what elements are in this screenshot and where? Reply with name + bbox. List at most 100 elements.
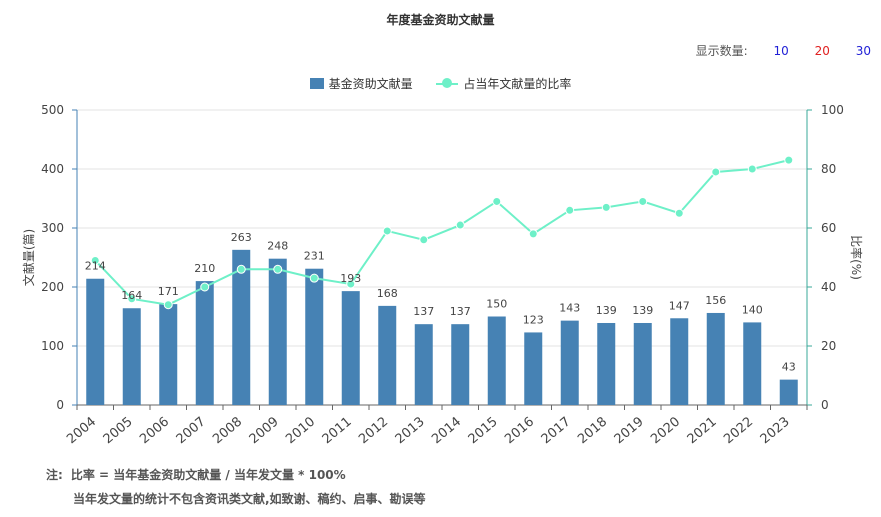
ratio-point bbox=[236, 264, 246, 274]
bar-data-label: 164 bbox=[121, 289, 142, 302]
chart-title: 年度基金资助文献量 bbox=[386, 13, 495, 27]
bar-data-label: 147 bbox=[669, 299, 690, 312]
ratio-point bbox=[492, 196, 502, 206]
ratio-point bbox=[163, 300, 173, 310]
ratio-point bbox=[565, 205, 575, 215]
x-tick-label: 2022 bbox=[721, 414, 756, 447]
display-count-label: 显示数量: bbox=[695, 44, 748, 58]
bar bbox=[195, 281, 214, 405]
bar bbox=[743, 322, 762, 405]
display-count-10-button[interactable]: 10 bbox=[773, 44, 789, 58]
bar bbox=[159, 304, 178, 405]
line-swatch-icon bbox=[436, 78, 459, 89]
bar bbox=[706, 312, 725, 405]
footnote-exclusion: 当年发文量的统计不包含资讯类文献,如致谢、稿约、启事、勘误等 bbox=[73, 492, 426, 506]
ratio-point bbox=[127, 294, 137, 304]
bar-data-label: 43 bbox=[782, 361, 796, 374]
x-tick-label: 2011 bbox=[320, 414, 355, 447]
ratio-point bbox=[711, 167, 721, 177]
ratio-point bbox=[419, 235, 429, 245]
legend-item-bar-series[interactable]: 基金资助文献量 bbox=[309, 75, 413, 92]
bar-swatch-icon bbox=[309, 78, 324, 89]
bar bbox=[122, 308, 141, 405]
ratio-point bbox=[346, 279, 356, 289]
x-tick-label: 2009 bbox=[247, 414, 282, 447]
bar bbox=[597, 322, 616, 405]
bar bbox=[451, 324, 470, 405]
y-tick-label-left: 300 bbox=[41, 221, 64, 235]
ratio-point bbox=[784, 155, 794, 165]
bar-data-label: 193 bbox=[340, 272, 361, 285]
legend-item-line-series[interactable]: 占当年文献量的比率 bbox=[436, 75, 571, 92]
y-tick-label-right: 60 bbox=[821, 221, 836, 235]
bar bbox=[341, 291, 360, 405]
ratio-point bbox=[674, 208, 684, 218]
bar-data-label: 210 bbox=[194, 262, 215, 275]
x-tick-label: 2005 bbox=[101, 414, 136, 447]
bar-data-label: 263 bbox=[231, 231, 252, 244]
bar bbox=[232, 249, 251, 405]
footnote-line-1: 比率 = 当年基金资助文献量 / 当年发文量 * 100% bbox=[70, 468, 346, 482]
ratio-point bbox=[601, 202, 611, 212]
y-tick-label-right: 80 bbox=[821, 162, 836, 176]
display-count-30-button[interactable]: 30 bbox=[855, 44, 871, 58]
bar-data-label: 139 bbox=[632, 304, 653, 317]
x-tick-label: 2010 bbox=[283, 414, 318, 447]
ratio-point bbox=[747, 164, 757, 174]
display-count-20-button[interactable]: 20 bbox=[814, 44, 830, 58]
display-count-selector: 显示数量: 10 20 30 bbox=[696, 42, 871, 59]
bar-data-label: 231 bbox=[304, 250, 325, 263]
ratio-line bbox=[94, 159, 789, 306]
x-tick-label: 2014 bbox=[429, 414, 464, 447]
x-tick-label: 2015 bbox=[466, 414, 501, 447]
bar bbox=[487, 316, 506, 405]
bar bbox=[560, 320, 579, 405]
bar bbox=[378, 305, 397, 405]
bar-data-label: 248 bbox=[267, 240, 288, 253]
x-tick-label: 2016 bbox=[502, 414, 537, 447]
ratio-point bbox=[200, 282, 210, 292]
x-tick-label: 2012 bbox=[356, 414, 391, 447]
x-tick-label: 2007 bbox=[174, 414, 209, 447]
x-tick-label: 2017 bbox=[539, 414, 574, 447]
bar-data-label: 137 bbox=[450, 305, 471, 318]
legend-line-label: 占当年文献量的比率 bbox=[463, 77, 572, 91]
footnote-prefix: 注: bbox=[46, 468, 63, 482]
y-tick-label-left: 0 bbox=[56, 398, 64, 412]
x-tick-label: 2021 bbox=[685, 414, 720, 447]
bar-data-label: 123 bbox=[523, 313, 544, 326]
x-tick-label: 2018 bbox=[575, 414, 610, 447]
bar bbox=[670, 318, 689, 405]
ratio-point bbox=[455, 220, 465, 230]
y-axis-title-left: 文献量(篇) bbox=[21, 229, 36, 286]
bar bbox=[779, 379, 798, 405]
x-tick-label: 2023 bbox=[758, 414, 793, 447]
bar-data-label: 156 bbox=[705, 294, 726, 307]
ratio-point bbox=[382, 226, 392, 236]
bar-data-label: 140 bbox=[742, 303, 763, 316]
bar bbox=[414, 324, 433, 405]
y-axis-title-right: 比率(%) bbox=[849, 235, 864, 280]
bar bbox=[86, 278, 105, 405]
y-tick-label-right: 20 bbox=[821, 339, 836, 353]
ratio-point bbox=[638, 196, 648, 206]
x-tick-label: 2013 bbox=[393, 414, 428, 447]
x-tick-label: 2020 bbox=[648, 414, 683, 447]
x-tick-label: 2008 bbox=[210, 414, 245, 447]
ratio-point bbox=[90, 255, 100, 265]
y-tick-label-right: 0 bbox=[821, 398, 829, 412]
bar bbox=[524, 332, 543, 405]
bar-data-label: 143 bbox=[559, 302, 580, 315]
y-tick-label-right: 100 bbox=[821, 103, 844, 117]
ratio-point bbox=[528, 229, 538, 239]
x-tick-label: 2019 bbox=[612, 414, 647, 447]
ratio-point bbox=[309, 273, 319, 283]
x-tick-label: 2006 bbox=[137, 414, 172, 447]
bar bbox=[268, 258, 287, 405]
y-tick-label-left: 100 bbox=[41, 339, 64, 353]
y-tick-label-left: 200 bbox=[41, 280, 64, 294]
legend-bar-label: 基金资助文献量 bbox=[328, 77, 413, 91]
bar-data-label: 137 bbox=[413, 305, 434, 318]
bar-data-label: 214 bbox=[85, 260, 106, 273]
